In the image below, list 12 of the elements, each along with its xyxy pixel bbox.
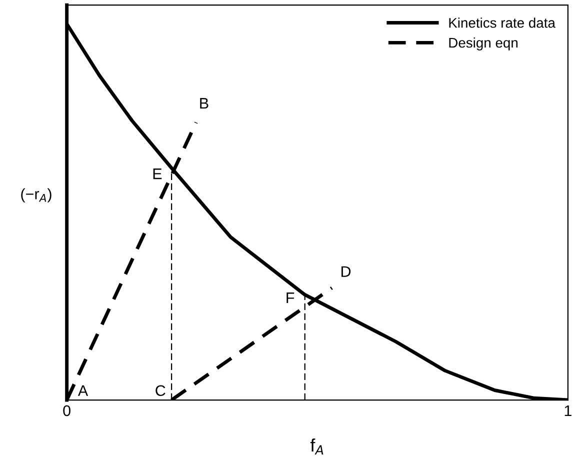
- x-tick-label: 1: [564, 405, 572, 416]
- annotation: C: [156, 385, 166, 396]
- legend-label: Design eqn: [449, 37, 518, 50]
- legend-label: Kinetics rate data: [449, 18, 556, 28]
- x-axis-title: f$_{A}$: [310, 438, 324, 455]
- annotation: E: [153, 168, 162, 180]
- y-axis-title: (−r$_{A}$): [21, 188, 52, 202]
- annotation: D: [341, 266, 351, 277]
- annotation: F: [286, 292, 294, 304]
- annotation: A: [78, 385, 88, 396]
- x-tick-label: 0: [63, 405, 70, 416]
- annotation: B: [200, 98, 208, 109]
